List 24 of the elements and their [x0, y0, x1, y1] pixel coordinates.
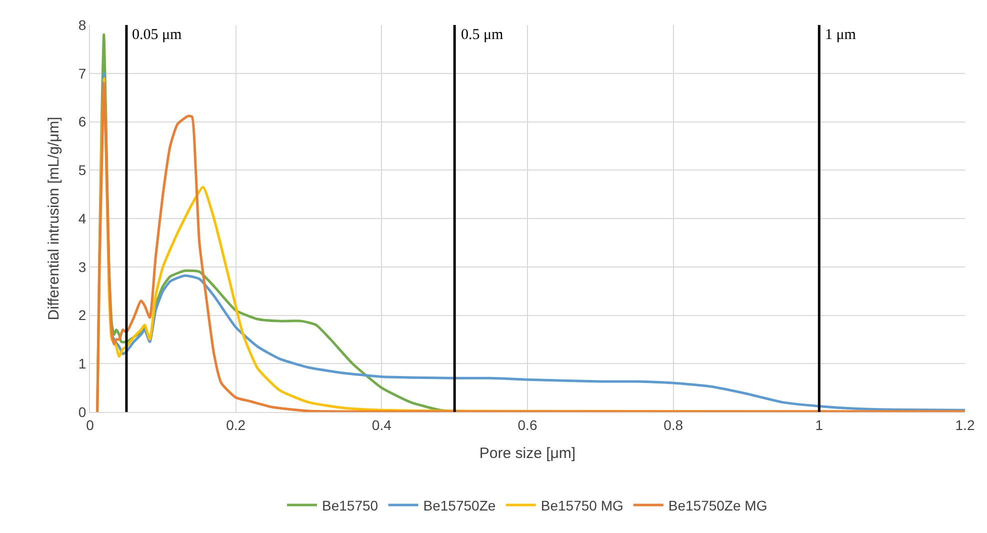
x-tick-label: 0.2: [226, 416, 246, 433]
y-axis-title: Differential intrusion [mL/g/μm]: [46, 116, 63, 320]
y-tick-label: 6: [78, 114, 86, 130]
legend-label: Be15750: [322, 497, 378, 514]
x-axis-title: Pore size [μm]: [479, 444, 576, 462]
x-tick-label: 1.2: [955, 416, 975, 433]
x-tick-label: 1: [815, 416, 824, 433]
y-tick-label: 2: [78, 307, 86, 324]
y-tick-label: 4: [78, 210, 86, 226]
legend-label: Be15750Ze: [423, 497, 496, 514]
y-tick-label: 1: [78, 356, 86, 372]
y-tick-label: 0: [78, 404, 86, 420]
x-tick-label: 0.4: [372, 416, 392, 433]
ref-line-label: 0.05 μm: [132, 27, 182, 43]
x-tick-label: 0.6: [518, 416, 538, 433]
ref-line-label: 1 μm: [825, 27, 856, 43]
x-tick-label: 0.8: [664, 416, 684, 433]
ref-line-label: 0.5 μm: [461, 27, 504, 43]
legend-label: Be15750Ze MG: [668, 497, 768, 514]
y-tick-label: 3: [78, 258, 86, 275]
y-tick-label: 7: [78, 65, 86, 82]
legend-label: Be15750 MG: [540, 497, 624, 514]
y-tick-label: 5: [78, 162, 86, 178]
y-tick-label: 8: [78, 16, 86, 33]
